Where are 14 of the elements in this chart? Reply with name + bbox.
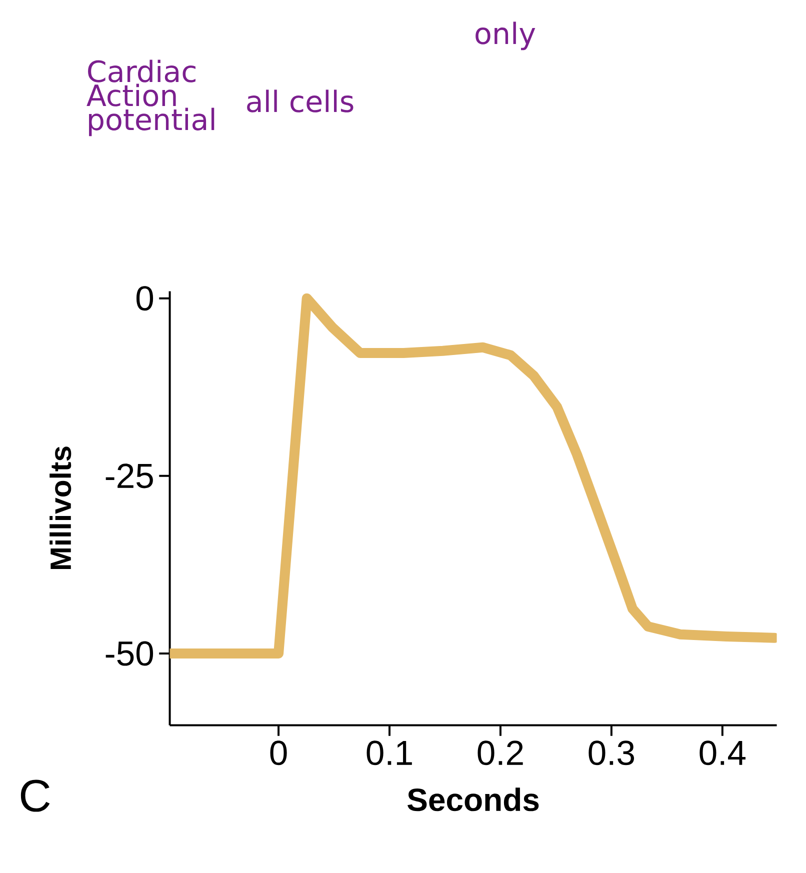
x-tick-label: 0.2	[478, 740, 523, 766]
text: only	[476, 22, 536, 50]
x-tick-label: 0.4	[700, 740, 746, 766]
text: Cardiac Action potential	[86, 60, 214, 136]
y-tick-label: 0	[136, 286, 154, 311]
y-axis-title: Millivolts	[50, 446, 72, 570]
x-tick-label: 0.3	[588, 740, 634, 766]
y-tick-label: -50	[106, 641, 154, 666]
text: all cells	[247, 90, 354, 112]
y-tick-label: -25	[106, 464, 153, 488]
x-axis-title: Seconds	[408, 788, 539, 812]
x-tick-label: 0	[270, 740, 287, 766]
text: C	[20, 780, 50, 812]
x-tick-label: 0.1	[366, 740, 412, 766]
